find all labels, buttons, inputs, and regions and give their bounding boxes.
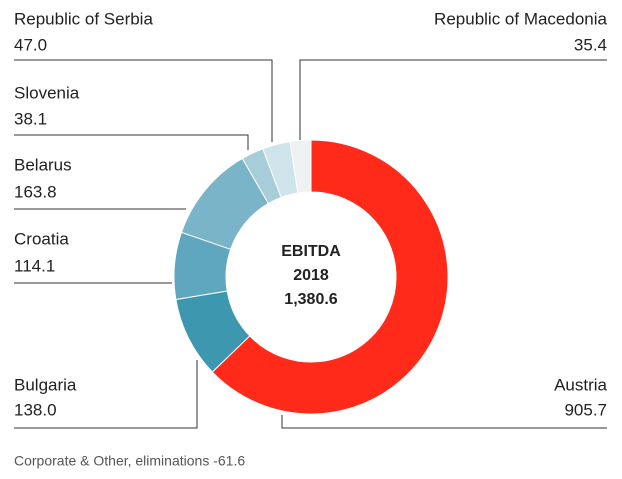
category-label: Austria <box>554 375 607 394</box>
value-label: 905.7 <box>564 400 607 419</box>
value-label: 163.8 <box>14 182 57 201</box>
donut-segment <box>289 139 312 194</box>
value-label: 47.0 <box>14 35 47 54</box>
value-label: 35.4 <box>574 35 607 54</box>
category-label: Republic of Serbia <box>14 9 153 28</box>
value-label: 38.1 <box>14 109 47 128</box>
category-label: Slovenia <box>14 83 80 102</box>
leader-line <box>14 134 249 150</box>
leader-line <box>14 59 273 142</box>
center-year: 2018 <box>293 267 329 284</box>
donut-segment <box>211 139 449 415</box>
value-label: 114.1 <box>14 256 55 275</box>
center-title: EBITDA <box>281 243 341 260</box>
category-label: Republic of Macedonia <box>434 9 607 28</box>
value-label: 138.0 <box>14 400 57 419</box>
footnote: Corporate & Other, eliminations -61.6 <box>14 453 245 469</box>
leader-line <box>299 59 607 140</box>
category-label: Croatia <box>14 229 69 248</box>
category-label: Belarus <box>14 155 72 174</box>
leader-line <box>281 415 607 429</box>
center-total: 1,380.6 <box>284 291 337 308</box>
leader-line <box>14 360 198 429</box>
category-label: Bulgaria <box>14 375 77 394</box>
